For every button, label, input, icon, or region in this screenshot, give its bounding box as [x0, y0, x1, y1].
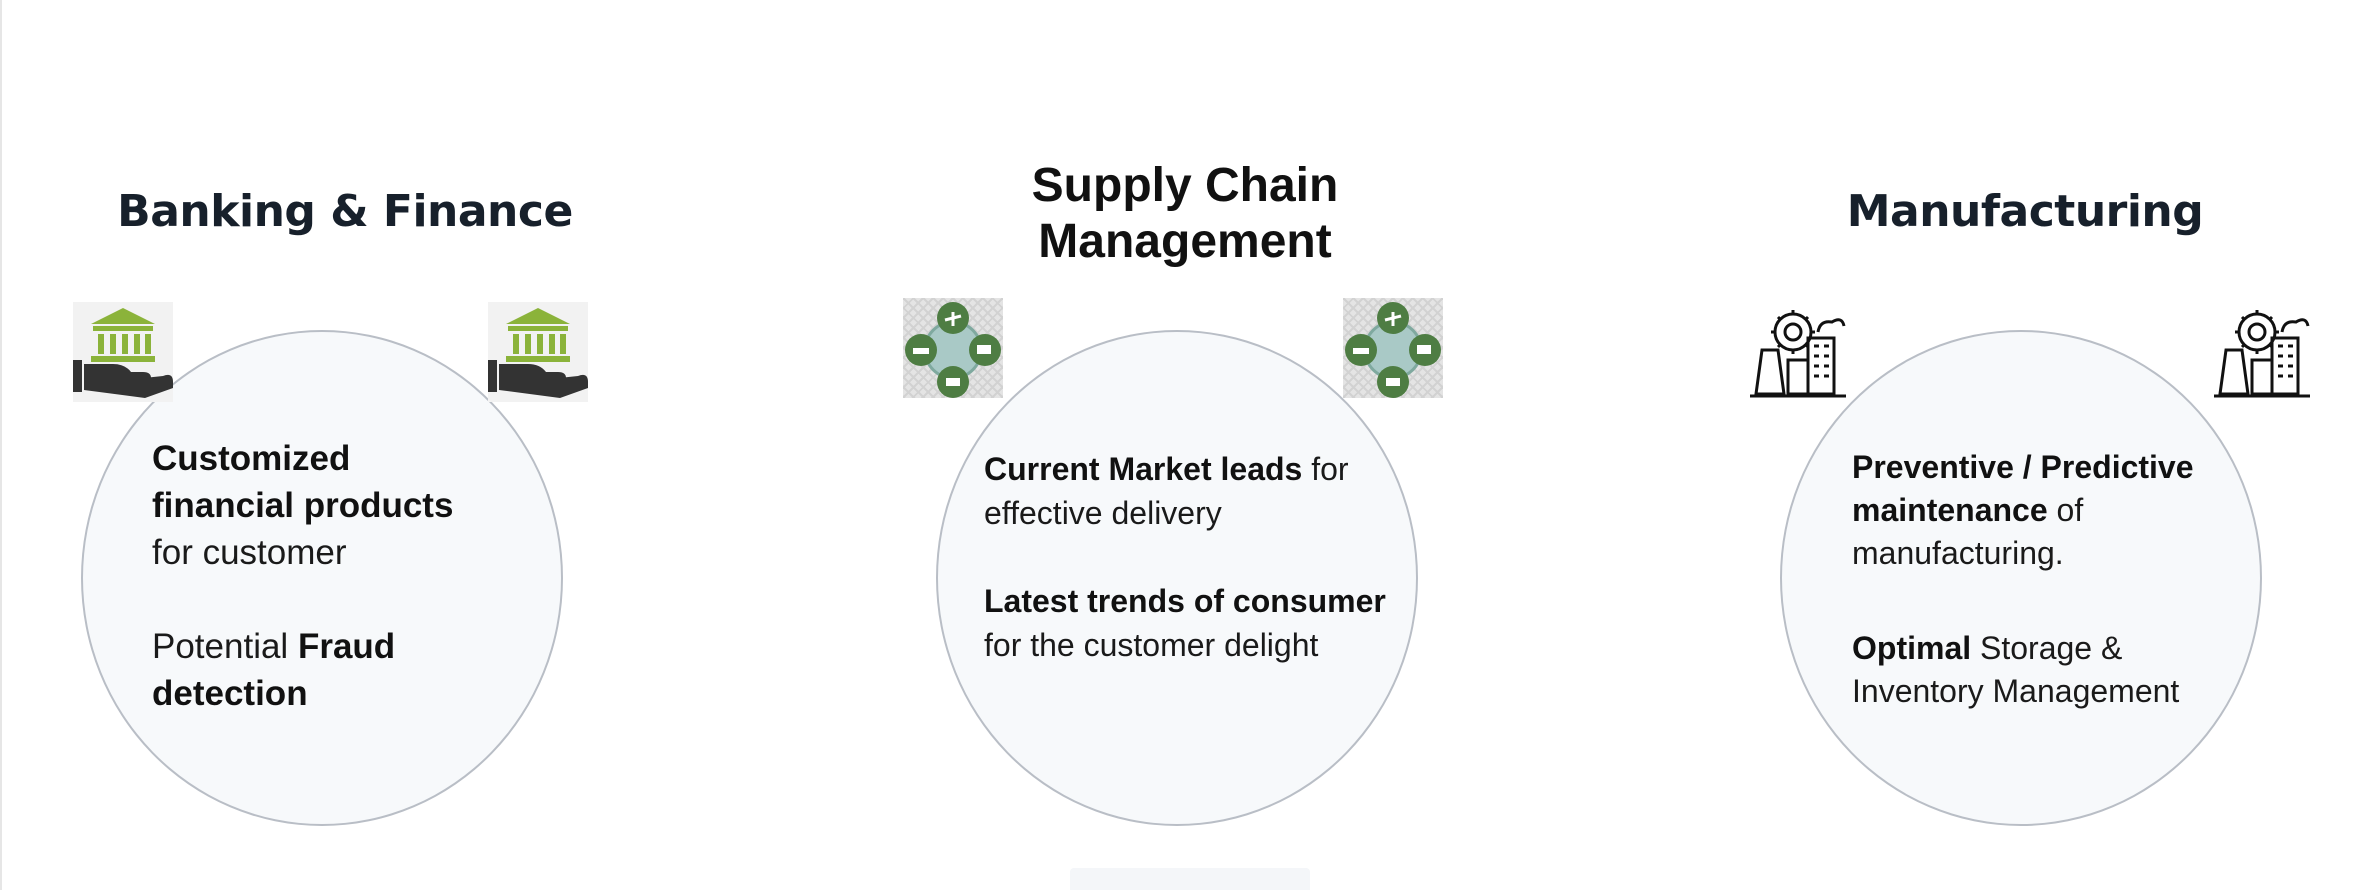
manufacturing-point-1-rest: of manufacturing. — [1852, 492, 2084, 571]
manufacturing-point-2-rest: Storage & Inventory Management — [1852, 630, 2180, 709]
manufacturing-text: Preventive / Predictive maintenance of m… — [1852, 446, 2252, 713]
supply-point-2-rest: for the customer delight — [984, 627, 1319, 663]
banking-title: Banking & Finance — [117, 186, 573, 237]
banking-point-1: Customized financial products for custom… — [152, 435, 492, 576]
banking-point-1-rest: for customer — [152, 533, 347, 572]
factory-gear-icon — [2212, 302, 2312, 402]
supply-point-1-rest: for effective delivery — [984, 451, 1349, 531]
banking-circle — [81, 330, 563, 826]
supply-point-2: Latest trends of consumer for the custom… — [984, 579, 1424, 667]
bank-hand-icon — [488, 302, 588, 402]
manufacturing-title: Manufacturing — [1846, 186, 2204, 237]
bottom-tab — [1070, 868, 1310, 890]
manufacturing-circle — [1780, 330, 2262, 826]
supply-point-2-bold: Latest trends of consumer — [984, 583, 1386, 619]
banking-text: Customized financial products for custom… — [152, 435, 492, 717]
factory-gear-icon — [1748, 302, 1848, 402]
bank-hand-icon — [73, 302, 173, 402]
manufacturing-point-1: Preventive / Predictive maintenance of m… — [1852, 446, 2252, 575]
logistics-globe-icon — [903, 298, 1003, 398]
logistics-globe-icon — [1343, 298, 1443, 398]
page-edge — [0, 0, 2, 890]
supply-point-1: Current Market leads for effective deliv… — [984, 447, 1424, 535]
manufacturing-point-2-bold: Optimal — [1852, 630, 1972, 666]
supply-chain-title: Supply Chain Management — [1031, 159, 1339, 268]
manufacturing-point-1-bold: Preventive / Predictive maintenance — [1852, 449, 2194, 528]
banking-point-2-bold: Fraud detection — [152, 627, 396, 713]
banking-point-1-bold: Customized financial products — [152, 439, 454, 525]
banking-point-2-lead: Potential — [152, 627, 298, 666]
supply-point-1-bold: Current Market leads — [984, 451, 1303, 487]
supply-chain-circle — [936, 330, 1418, 826]
manufacturing-point-2: Optimal Storage & Inventory Management — [1852, 627, 2252, 713]
banking-point-2: Potential Fraud detection — [152, 623, 492, 717]
supply-chain-text: Current Market leads for effective deliv… — [984, 447, 1424, 667]
